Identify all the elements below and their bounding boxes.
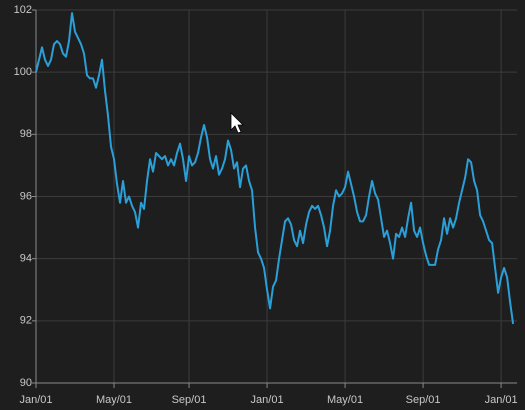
x-tick-label: Jan/01 (19, 394, 52, 406)
mouse-cursor (230, 112, 244, 134)
x-tick-label: May/01 (96, 394, 132, 406)
x-tick-label: Sep/01 (406, 394, 441, 406)
x-tick-label: May/01 (327, 394, 363, 406)
data-line (35, 12, 515, 325)
y-tick-label: 96 (20, 190, 32, 202)
y-tick-label: 92 (20, 315, 32, 327)
y-tick-label: 98 (20, 128, 32, 140)
x-tick-label: Sep/01 (172, 394, 207, 406)
y-tick-label: 94 (20, 253, 32, 265)
y-tick-label: 102 (14, 4, 32, 16)
x-tick-label: Jan/01 (251, 394, 284, 406)
y-tick-label: 90 (20, 377, 32, 389)
x-tick-label: Jan/01 (485, 394, 518, 406)
cursor-arrow (230, 112, 244, 134)
y-tick-label: 100 (14, 66, 32, 78)
